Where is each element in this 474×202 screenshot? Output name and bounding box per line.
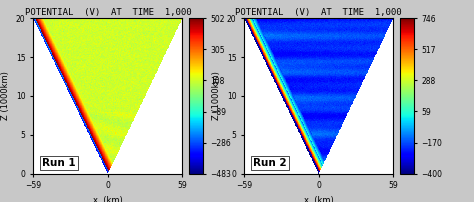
Y-axis label: Z (1000km): Z (1000km) — [1, 72, 10, 120]
Text: Run 1: Run 1 — [42, 158, 76, 168]
Title: POTENTIAL  (V)  AT  TIME  1,000: POTENTIAL (V) AT TIME 1,000 — [236, 8, 402, 17]
Text: Run 2: Run 2 — [253, 158, 287, 168]
Y-axis label: Z (1000km): Z (1000km) — [212, 72, 221, 120]
X-axis label: x  (km): x (km) — [304, 196, 334, 202]
X-axis label: x  (km): x (km) — [93, 196, 123, 202]
Title: POTENTIAL  (V)  AT  TIME  1,000: POTENTIAL (V) AT TIME 1,000 — [25, 8, 191, 17]
